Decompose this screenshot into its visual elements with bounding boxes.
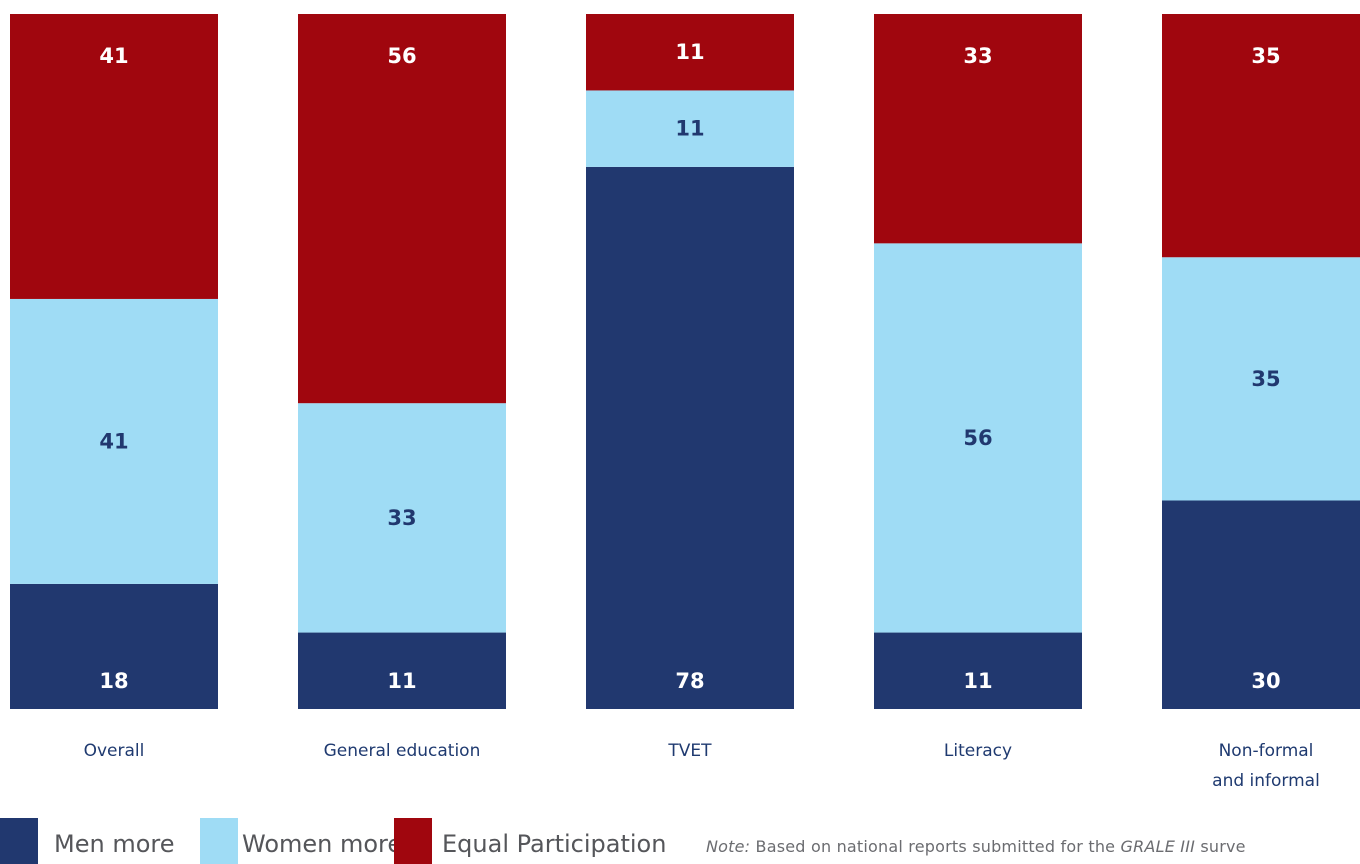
bar-non-formal-and-informal-men-more <box>1162 500 1360 709</box>
bar-general-education-equal-participation <box>298 14 506 404</box>
value-label-non-formal-and-informal-equal-participation: 35 <box>1251 44 1280 68</box>
value-label-general-education-women-more: 33 <box>387 506 416 530</box>
segment-labels-group: 18 41 41 11 33 56 78 11 11 11 56 33 30 35 35 <box>99 40 1280 693</box>
note-survey-name: GRALE III <box>1120 837 1196 856</box>
bar-overall-equal-participation <box>10 14 218 299</box>
value-label-literacy-women-more: 56 <box>963 426 992 450</box>
bar-tvet-men-more <box>586 166 794 709</box>
legend-label-men-more: Men more <box>54 830 175 858</box>
value-label-general-education-men-more: 11 <box>387 669 416 693</box>
value-label-overall-men-more: 18 <box>99 669 128 693</box>
bar-literacy-men-more <box>874 632 1082 709</box>
value-label-tvet-equal-participation: 11 <box>675 40 704 64</box>
legend-swatch-men-more <box>0 818 38 864</box>
legend: Men more Women more Equal Participation … <box>0 818 1360 864</box>
stacked-bar-chart: 18 41 41 11 33 56 78 11 11 11 56 33 30 35 35 Overall Ge… <box>10 14 1360 791</box>
value-label-overall-women-more: 41 <box>99 429 128 453</box>
bar-tvet-women-more <box>586 90 794 167</box>
note-prefix: Note: <box>706 837 751 856</box>
value-label-tvet-women-more: 11 <box>675 117 704 141</box>
bar-literacy-women-more <box>874 243 1082 633</box>
value-label-tvet-men-more: 78 <box>675 669 704 693</box>
category-label-tvet: TVET <box>667 741 712 761</box>
value-label-overall-equal-participation: 41 <box>99 44 128 68</box>
value-label-literacy-equal-participation: 33 <box>963 44 992 68</box>
legend-swatch-equal-participation <box>394 818 432 864</box>
bar-overall-men-more <box>10 583 218 709</box>
bar-general-education-men-more <box>298 632 506 709</box>
category-label-general-education: General education <box>324 741 481 761</box>
bar-general-education-women-more <box>298 403 506 633</box>
category-label-overall: Overall <box>84 741 145 761</box>
value-label-literacy-men-more: 11 <box>963 669 992 693</box>
legend-label-women-more: Women more <box>242 830 403 858</box>
bar-tvet-equal-participation <box>586 14 794 91</box>
legend-label-equal-participation: Equal Participation <box>442 830 667 858</box>
bar-non-formal-and-informal-women-more <box>1162 257 1360 501</box>
note-text-before: Based on national reports submitted for … <box>750 837 1121 856</box>
legend-swatch-women-more <box>200 818 238 864</box>
footnote: Note: Based on national reports submitte… <box>706 837 1246 856</box>
category-labels-group: Overall General education TVET Literacy Non-… <box>84 741 1320 791</box>
value-label-non-formal-and-informal-men-more: 30 <box>1251 669 1280 693</box>
value-label-general-education-equal-participation: 56 <box>387 44 416 68</box>
bars-group <box>10 14 1360 709</box>
bar-non-formal-and-informal-equal-participation <box>1162 14 1360 258</box>
value-label-non-formal-and-informal-women-more: 35 <box>1251 367 1280 391</box>
note-text-after: surve <box>1195 837 1246 856</box>
bar-literacy-equal-participation <box>874 14 1082 244</box>
bar-overall-women-more <box>10 298 218 584</box>
category-label-non-formal-and-informal: Non-formal and informal <box>1212 741 1320 791</box>
category-label-literacy: Literacy <box>944 741 1012 761</box>
